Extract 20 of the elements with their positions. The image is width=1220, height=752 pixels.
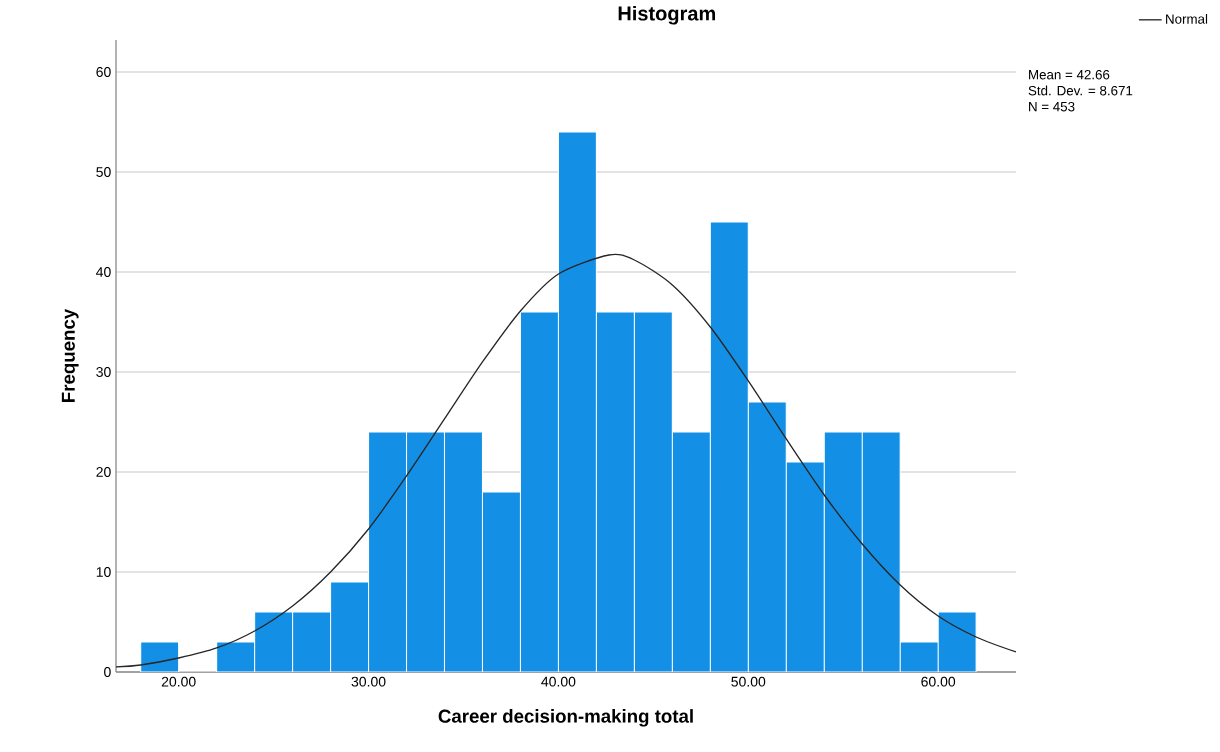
y-tick-label: 0	[104, 667, 111, 677]
text: Std. Dev. = 8.671	[1028, 85, 1133, 96]
x-tick-label: 30.00	[351, 676, 386, 687]
y-axis-title: Frequency	[61, 308, 79, 402]
y-tick-label: 20	[96, 467, 111, 477]
y-tick-label: 40	[96, 267, 111, 277]
x-tick-label: 50.00	[731, 676, 766, 687]
line-series	[116, 253, 1017, 668]
text: Mean = 42.66	[1029, 69, 1110, 80]
x-tick-label: 20.00	[161, 676, 196, 687]
x-tick-label: 40.00	[541, 676, 576, 687]
text: N = 453	[1029, 101, 1075, 112]
y-tick-label: 30	[96, 367, 111, 377]
x-axis-title: Career decision-making total	[438, 709, 693, 727]
y-tick-label: 10	[96, 567, 111, 577]
y-tick-label: 50	[96, 167, 111, 177]
legend-label: Normal	[1166, 13, 1208, 24]
y-tick-label: 60	[96, 67, 111, 77]
x-tick-label: 60.00	[921, 676, 956, 687]
chart-title: Histogram	[618, 5, 716, 25]
